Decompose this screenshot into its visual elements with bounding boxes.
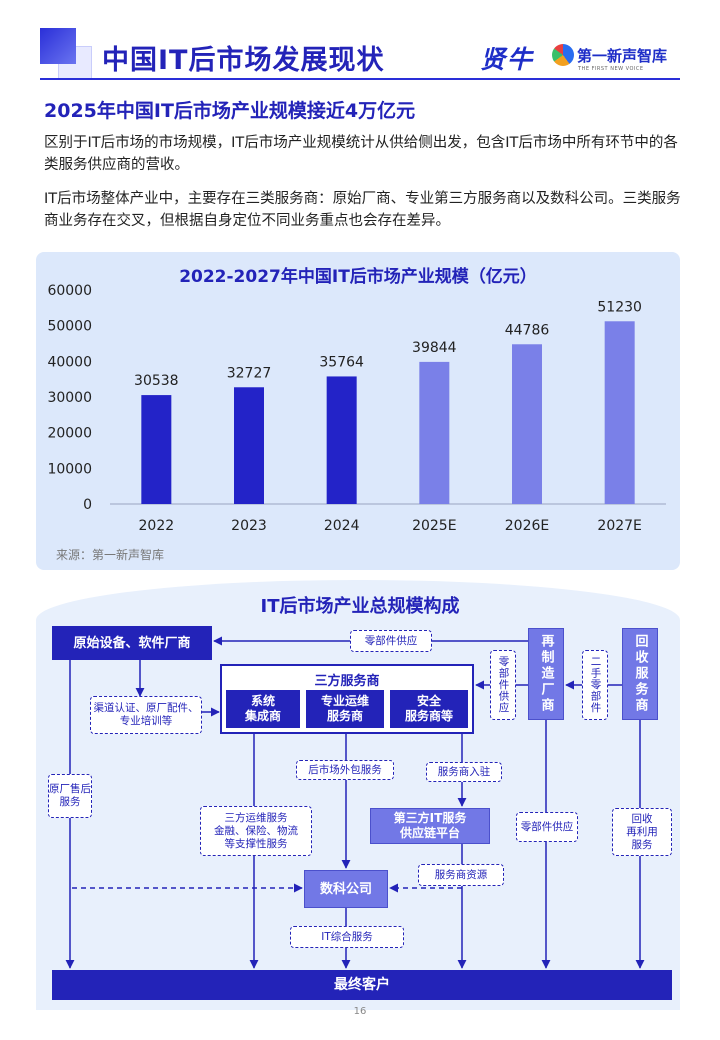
bar-value-label: 44786 (505, 322, 550, 338)
bar-value-label: 39844 (412, 340, 457, 356)
y-tick-label: 0 (83, 497, 92, 513)
chart-title: 2022-2027年中国IT后市场产业规模（亿元） (179, 267, 537, 287)
oem-vendor-box: 原始设备、软件厂商 (52, 626, 212, 660)
x-tick-label: 2026E (505, 518, 549, 534)
x-tick-label: 2022 (139, 518, 175, 534)
header-divider (40, 78, 680, 80)
end-customer-bar: 最终客户 (52, 970, 672, 1000)
brand-subtitle: THE FIRST NEW VOICE (578, 66, 644, 72)
bar-2025E (419, 361, 450, 504)
supply-chain-platform-box: 第三方IT服务 供应链平台 (370, 808, 490, 844)
third-party-provider-title: 三方服务商 (314, 674, 380, 689)
brand-logo-first-new-voice: 第一新声智库 (552, 44, 667, 66)
label-recycle-reuse: 回收 再利用 服务 (612, 808, 672, 856)
label-certification-training: 渠道认证、原厂配件、专业培训等 (90, 696, 202, 734)
bar-value-label: 32727 (227, 365, 272, 381)
paragraph-1: 区别于IT后市场的市场规模，IT后市场产业规模统计从供给侧出发，包含IT后市场中… (44, 135, 678, 173)
paragraph-2: IT后市场整体产业中，主要存在三类服务商：原始厂商、专业第三方服务商以及数科公司… (44, 191, 681, 229)
page-title: 中国IT后市场发展现状 (102, 45, 385, 76)
label-provider-resources: 服务商资源 (418, 864, 504, 886)
section-subtitle: 2025年中国IT后市场产业规模接近4万亿元 (44, 100, 416, 122)
chart-source: 来源：第一新声智库 (56, 548, 165, 562)
bar-2024 (326, 376, 357, 504)
page-number: 16 (353, 1006, 367, 1017)
remanufacturer-box: 再制造厂商 (528, 628, 564, 720)
y-tick-label: 20000 (47, 426, 92, 442)
x-tick-label: 2024 (324, 518, 360, 534)
bar-value-label: 51230 (597, 299, 642, 315)
y-tick-label: 40000 (47, 354, 92, 370)
label-outsourcing: 后市场外包服务 (296, 760, 394, 780)
label-oem-aftersales: 原厂售后服务 (48, 774, 92, 818)
label-it-integrated: IT综合服务 (290, 926, 404, 948)
brand-logo-xianniu: 贤牛 (480, 45, 535, 74)
globe-icon (552, 44, 574, 66)
y-tick-label: 60000 (47, 283, 92, 299)
label-provider-entry: 服务商入驻 (426, 762, 502, 782)
security-provider-box: 安全 服务商等 (390, 690, 468, 728)
bar-2022 (141, 395, 172, 504)
label-parts-supply-vertical: 零部件供应 (490, 650, 516, 720)
brand-name: 第一新声智库 (577, 46, 668, 65)
ops-provider-box: 专业运维 服务商 (306, 690, 384, 728)
bar-value-label: 30538 (134, 373, 179, 389)
y-tick-label: 10000 (47, 461, 92, 477)
bar-2026E (512, 344, 542, 504)
x-tick-label: 2027E (597, 518, 641, 534)
label-third-party-ops: 三方运维服务 金融、保险、物流 等支撑性服务 (200, 806, 312, 856)
label-second-hand-parts: 二手零部件 (582, 650, 608, 720)
label-parts-supply-top: 零部件供应 (350, 630, 432, 652)
system-integrator-box: 系统 集成商 (226, 690, 300, 728)
bar-chart: 0 10000 20000 30000 40000 50000 60000 30538 2022… (47, 283, 666, 534)
y-tick-label: 50000 (47, 319, 92, 335)
x-tick-label: 2025E (412, 518, 456, 534)
chart-panel: 0 10000 20000 30000 40000 50000 60000 30538 2022… (36, 252, 680, 570)
x-tick-label: 2023 (231, 518, 267, 534)
bar-2027E (604, 321, 635, 504)
fintech-company-box: 数科公司 (304, 870, 388, 908)
bar-value-label: 35764 (319, 354, 364, 370)
label-parts-supply-bottom: 零部件供应 (516, 812, 578, 842)
bar-2023 (234, 387, 264, 504)
diagram-title: IT后市场产业总规模构成 (260, 596, 460, 617)
y-tick-label: 30000 (47, 390, 92, 406)
header-accent-square (40, 28, 76, 64)
recycler-box: 回收服务商 (622, 628, 658, 720)
